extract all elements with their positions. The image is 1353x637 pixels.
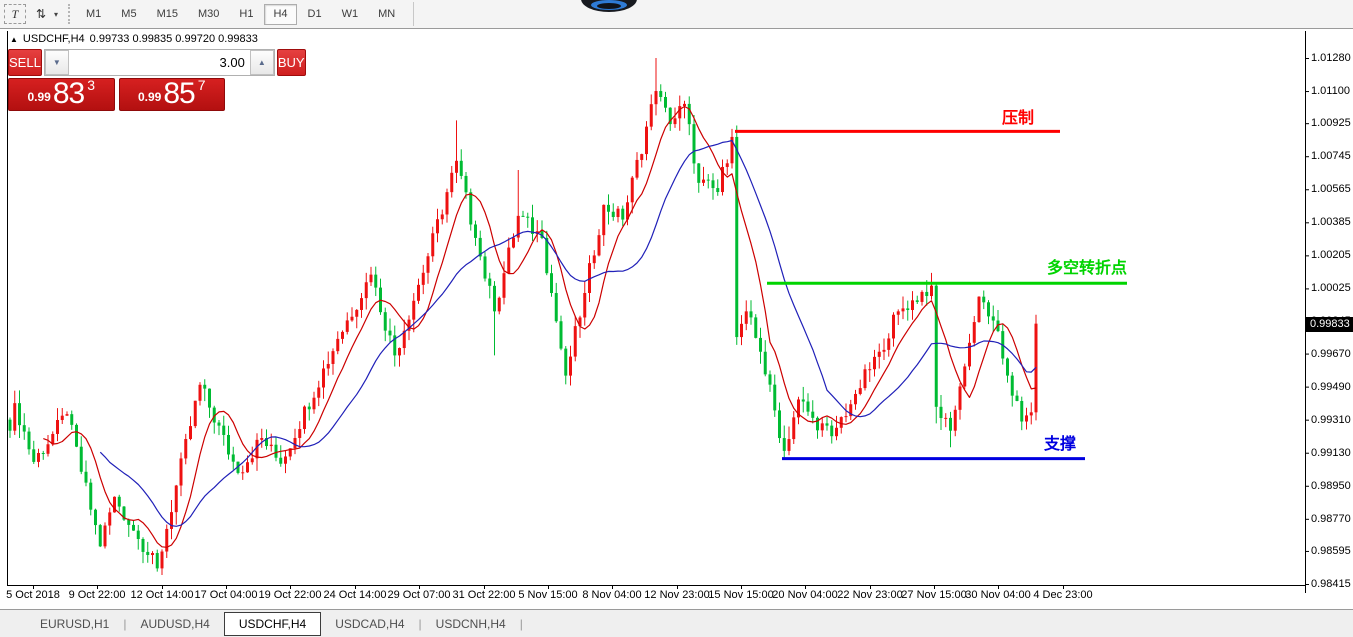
volume-decrease-button[interactable]: ▼ — [44, 50, 69, 75]
tab-separator: | — [123, 616, 127, 631]
sell-price-big: 83 — [52, 77, 85, 110]
toolbar-drag-grip[interactable] — [68, 4, 71, 24]
price-axis-label: 1.00025 — [1311, 282, 1351, 295]
buy-price-box[interactable]: 0.99 85 7 — [118, 77, 225, 111]
time-axis-label: 24 Oct 14:00 — [323, 589, 387, 601]
chart-symbol-header: ▲ USDCHF,H4 0.99733 0.99835 0.99720 0.99… — [10, 33, 258, 45]
price-axis-label: 1.00925 — [1311, 117, 1351, 130]
chart-tab-audusd[interactable]: AUDUSD,H4 — [140, 616, 210, 631]
volume-input[interactable] — [68, 50, 250, 75]
time-axis-label: 17 Oct 04:00 — [194, 589, 258, 601]
resistance-label: 压制 — [1001, 110, 1035, 127]
timeframe-button-h1[interactable]: H1 — [239, 7, 254, 20]
timeframe-button-m5[interactable]: M5 — [121, 7, 137, 20]
time-axis-label: 30 Nov 04:00 — [965, 589, 1031, 601]
timeframe-button-mn[interactable]: MN — [378, 7, 396, 20]
support-label: 支撑 — [1043, 436, 1077, 453]
text-label-tool-icon[interactable]: T — [4, 4, 26, 24]
camera-core-icon — [597, 3, 621, 9]
price-axis-label: 1.00385 — [1311, 216, 1351, 229]
time-axis-label: 29 Oct 07:00 — [387, 589, 451, 601]
buy-button[interactable]: BUY — [276, 49, 306, 76]
tab-separator: | — [519, 616, 523, 631]
chart-tab-usdcad[interactable]: USDCAD,H4 — [335, 616, 405, 631]
price-axis-label: 1.01280 — [1311, 52, 1351, 64]
time-axis-label: 20 Nov 04:00 — [772, 589, 838, 601]
timeframe-button-m1[interactable]: M1 — [86, 7, 102, 20]
sell-price-prefix: 0.99 — [27, 90, 51, 104]
time-axis-label: 9 Oct 22:00 — [68, 589, 126, 601]
current-price-badge: 0.99833 — [1306, 316, 1353, 332]
one-click-trading-panel: SELL ▼ ▲ BUY 0.99 83 3 0.99 85 7 — [8, 49, 306, 111]
time-axis-label: 4 Dec 23:00 — [1033, 589, 1093, 601]
price-axis-label: 0.99310 — [1311, 413, 1351, 426]
chart-tab-usdcnh[interactable]: USDCNH,H4 — [435, 616, 506, 631]
time-axis-label: 31 Oct 22:00 — [452, 589, 516, 601]
buy-price-pip: 7 — [197, 77, 206, 93]
buy-price-big: 85 — [163, 77, 195, 110]
price-axis-label: 0.98770 — [1311, 512, 1351, 525]
top-toolbar: T ⇅ ▾ M1 M5 M15 M30 H1 H4 D1 W1 MN — [0, 0, 1353, 29]
camera-notch — [581, 0, 637, 12]
one-click-panel-arrow-icon[interactable]: ▲ — [10, 34, 18, 44]
price-axis-label: 0.98950 — [1311, 479, 1351, 492]
toolbar-separator — [413, 2, 415, 26]
arrange-symbols-icon[interactable]: ⇅ — [35, 7, 47, 21]
chart-ohlc-values: 0.99733 0.99835 0.99720 0.99833 — [89, 33, 258, 45]
buy-price-prefix: 0.99 — [137, 90, 162, 104]
price-axis-label: 0.99130 — [1311, 446, 1351, 459]
time-axis-label: 5 Oct 2018 — [6, 589, 60, 601]
timeframe-button-d1[interactable]: D1 — [307, 7, 322, 20]
price-axis-label: 0.98595 — [1311, 544, 1351, 557]
time-axis-label: 12 Nov 23:00 — [644, 589, 710, 601]
price-axis-label: 1.01100 — [1311, 85, 1350, 98]
price-axis[interactable]: 1.01280 1.01100 1.00925 1.00745 1.00565 1.003… — [1306, 31, 1353, 591]
sell-button[interactable]: SELL — [8, 49, 42, 76]
time-axis[interactable]: 5 Oct 2018 9 Oct 22:00 12 Oct 14:00 17 Oct … — [0, 589, 1305, 605]
timeframe-toolbar: M1 M5 M15 M30 H1 H4 D1 W1 MN — [76, 3, 405, 25]
chart-tab-usdchf[interactable]: USDCHF,H4 — [223, 611, 322, 636]
time-axis-label: 15 Nov 15:00 — [708, 589, 774, 601]
timeframe-button-w1[interactable]: W1 — [341, 7, 359, 20]
chart-tab-bar: EURUSD,H1 | AUDUSD,H4 USDCHF,H4 USDCAD,H4 | US… — [0, 609, 1353, 637]
sell-price-box[interactable]: 0.99 83 3 — [8, 77, 115, 111]
chart-symbol-label: USDCHF,H4 — [22, 33, 85, 45]
chevron-down-icon[interactable]: ▾ — [54, 9, 59, 19]
tab-separator: | — [418, 616, 422, 631]
price-axis-label: 0.99490 — [1311, 380, 1351, 393]
price-axis-label: 1.00745 — [1311, 150, 1351, 163]
time-axis-label: 22 Nov 23:00 — [837, 589, 903, 601]
time-axis-label: 8 Nov 04:00 — [582, 589, 642, 601]
time-axis-label: 12 Oct 14:00 — [130, 589, 194, 601]
price-axis-label: 0.98415 — [1311, 577, 1351, 590]
price-axis-label: 0.99670 — [1311, 347, 1351, 360]
timeframe-button-m30[interactable]: M30 — [197, 7, 220, 20]
volume-spinner: ▼ ▲ — [43, 49, 275, 76]
timeframe-button-h4[interactable]: H4 — [264, 3, 297, 25]
price-axis-label: 1.00205 — [1311, 249, 1351, 262]
volume-increase-button[interactable]: ▲ — [249, 50, 274, 75]
chart-tab-eurusd[interactable]: EURUSD,H1 — [40, 616, 110, 631]
turning-point-label: 多空转折点 — [1046, 260, 1128, 277]
time-axis-label: 19 Oct 22:00 — [258, 589, 322, 601]
time-axis-label: 5 Nov 15:00 — [518, 589, 578, 601]
timeframe-button-m15[interactable]: M15 — [156, 7, 178, 20]
time-axis-label: 27 Nov 15:00 — [901, 589, 967, 601]
price-axis-label: 1.00565 — [1311, 183, 1351, 196]
sell-price-pip: 3 — [87, 77, 96, 93]
